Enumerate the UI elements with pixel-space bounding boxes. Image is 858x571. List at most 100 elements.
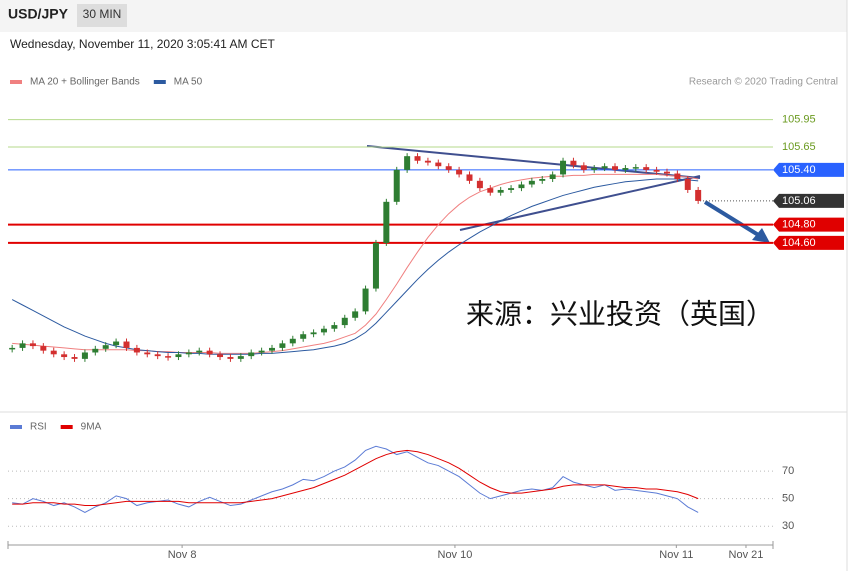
candle: [518, 184, 525, 189]
level-label: 105.40: [782, 164, 816, 176]
candle: [445, 166, 452, 170]
x-tick-label: Nov 8: [168, 549, 197, 561]
level-box: [773, 235, 844, 250]
credit: Research © 2020 Trading Central: [689, 77, 838, 88]
legend-swatch: [60, 425, 73, 429]
interval[interactable]: 30 MIN: [83, 7, 122, 21]
level-label: 105.06: [782, 195, 816, 207]
candle: [612, 166, 619, 170]
candle: [560, 160, 567, 175]
candle: [227, 357, 234, 359]
legend-label: 9MA: [81, 422, 102, 433]
candle: [320, 328, 327, 333]
watermark: 来源：兴业投资（英国）: [466, 298, 774, 329]
candle: [674, 173, 681, 179]
candle: [643, 167, 650, 170]
forecast-arrowhead: [752, 228, 770, 243]
candle: [123, 341, 130, 348]
legend-label: RSI: [30, 422, 47, 433]
series-line: [12, 449, 699, 507]
y-tick-label: 70: [782, 465, 794, 477]
interval-box[interactable]: [77, 4, 127, 27]
y-tick-label: 30: [782, 520, 794, 532]
candle: [539, 179, 546, 181]
y-tick-label: 50: [782, 493, 794, 505]
candle: [632, 167, 639, 169]
candle: [404, 156, 411, 170]
candle: [71, 357, 78, 359]
level-label: 104.60: [782, 237, 816, 249]
candle: [695, 189, 702, 201]
candle: [50, 350, 57, 355]
legend-swatch: [10, 425, 22, 429]
candle: [466, 174, 473, 181]
candle: [456, 169, 463, 175]
candle: [61, 354, 68, 358]
candle: [663, 171, 670, 174]
candle: [341, 317, 348, 326]
x-tick-label: Nov 10: [438, 549, 473, 561]
candle: [497, 189, 504, 193]
candle: [352, 311, 359, 318]
candle: [248, 352, 255, 357]
candle: [383, 201, 390, 243]
candle: [29, 343, 36, 347]
level-box: [773, 217, 844, 232]
candle: [622, 168, 629, 170]
level-box: [773, 162, 844, 177]
candle: [133, 347, 140, 353]
candle: [185, 352, 192, 355]
candle: [175, 354, 182, 358]
candle: [549, 174, 556, 179]
candle: [372, 242, 379, 289]
level-box: [773, 193, 844, 208]
candle: [653, 169, 660, 172]
candle: [154, 354, 161, 357]
candle: [269, 347, 276, 351]
candle: [40, 346, 47, 351]
legend-swatch: [10, 80, 22, 84]
candle: [217, 354, 224, 358]
candle: [206, 350, 213, 355]
candle: [414, 156, 421, 161]
level-label: 104.80: [782, 219, 816, 231]
x-tick-label: Nov 21: [729, 549, 764, 561]
candle: [528, 180, 535, 185]
candle: [81, 352, 88, 359]
candle: [476, 180, 483, 189]
legend-label: MA 20 + Bollinger Bands: [30, 77, 140, 88]
candle: [165, 356, 172, 358]
candle: [92, 348, 99, 353]
candle: [300, 334, 307, 339]
candle: [113, 341, 120, 346]
candle: [144, 352, 151, 355]
symbol: USD/JPY: [8, 6, 69, 22]
candle: [289, 338, 296, 344]
trendline: [366, 145, 701, 179]
forecast-arrow: [703, 200, 762, 238]
x-tick-label: Nov 11: [659, 549, 693, 561]
candle: [102, 345, 109, 349]
candle: [424, 160, 431, 163]
level-label: 105.65: [782, 141, 816, 153]
candle: [196, 350, 203, 353]
candle: [580, 165, 587, 170]
candle: [684, 179, 691, 190]
candle: [19, 343, 26, 348]
candle: [258, 350, 265, 353]
candle: [393, 169, 400, 202]
panel-bg: [0, 32, 847, 570]
candle: [435, 162, 442, 167]
candle: [487, 188, 494, 193]
header-bar: [0, 0, 847, 32]
candle: [570, 160, 577, 166]
legend-label: MA 50: [174, 77, 203, 88]
candle: [331, 325, 338, 329]
candle: [601, 166, 608, 169]
candle: [279, 343, 286, 348]
date: Wednesday, November 11, 2020 3:05:41 AM …: [10, 37, 275, 51]
candle: [237, 356, 244, 359]
candle: [591, 168, 598, 170]
level-label: 105.95: [782, 114, 816, 126]
